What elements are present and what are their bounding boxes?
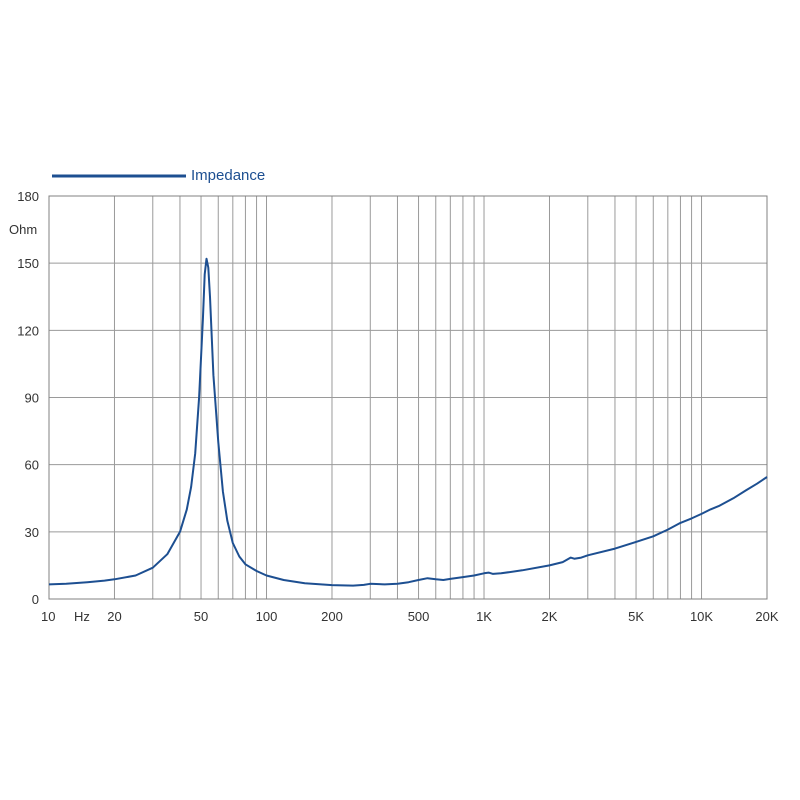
x-tick-label: 200	[321, 609, 343, 624]
x-tick-label: 10K	[690, 609, 713, 624]
y-tick-label: 90	[25, 391, 39, 406]
horizontal-gridlines	[49, 262, 767, 533]
x-tick-label: 500	[408, 609, 430, 624]
x-axis-tick-labels: 10 20 50 100 200 500 1K 2K 5K 10K 20K	[41, 609, 779, 624]
y-tick-label: 60	[25, 458, 39, 473]
y-tick-label: 150	[17, 256, 39, 271]
legend: Impedance	[52, 167, 265, 184]
x-tick-label: 100	[256, 609, 278, 624]
series-line-impedance	[48, 257, 768, 587]
y-tick-label: 180	[17, 189, 39, 204]
y-tick-label: 0	[32, 592, 39, 607]
x-tick-label: 1K	[476, 609, 492, 624]
x-tick-label: 10	[41, 609, 55, 624]
y-axis-tick-labels: 0 30 60 90 120 150 180	[17, 189, 39, 607]
y-tick-label: 30	[25, 525, 39, 540]
x-tick-label: 20	[107, 609, 121, 624]
legend-label-impedance: Impedance	[191, 167, 265, 184]
x-tick-label: 20K	[755, 609, 778, 624]
y-axis-unit-label: Ohm	[9, 222, 37, 237]
y-tick-label: 120	[17, 323, 39, 338]
x-tick-label: 50	[194, 609, 208, 624]
x-tick-label: 2K	[542, 609, 558, 624]
plot-border	[48, 195, 768, 600]
series-layer	[48, 257, 768, 587]
x-tick-label: 5K	[628, 609, 644, 624]
x-axis-unit-label: Hz	[74, 609, 90, 624]
